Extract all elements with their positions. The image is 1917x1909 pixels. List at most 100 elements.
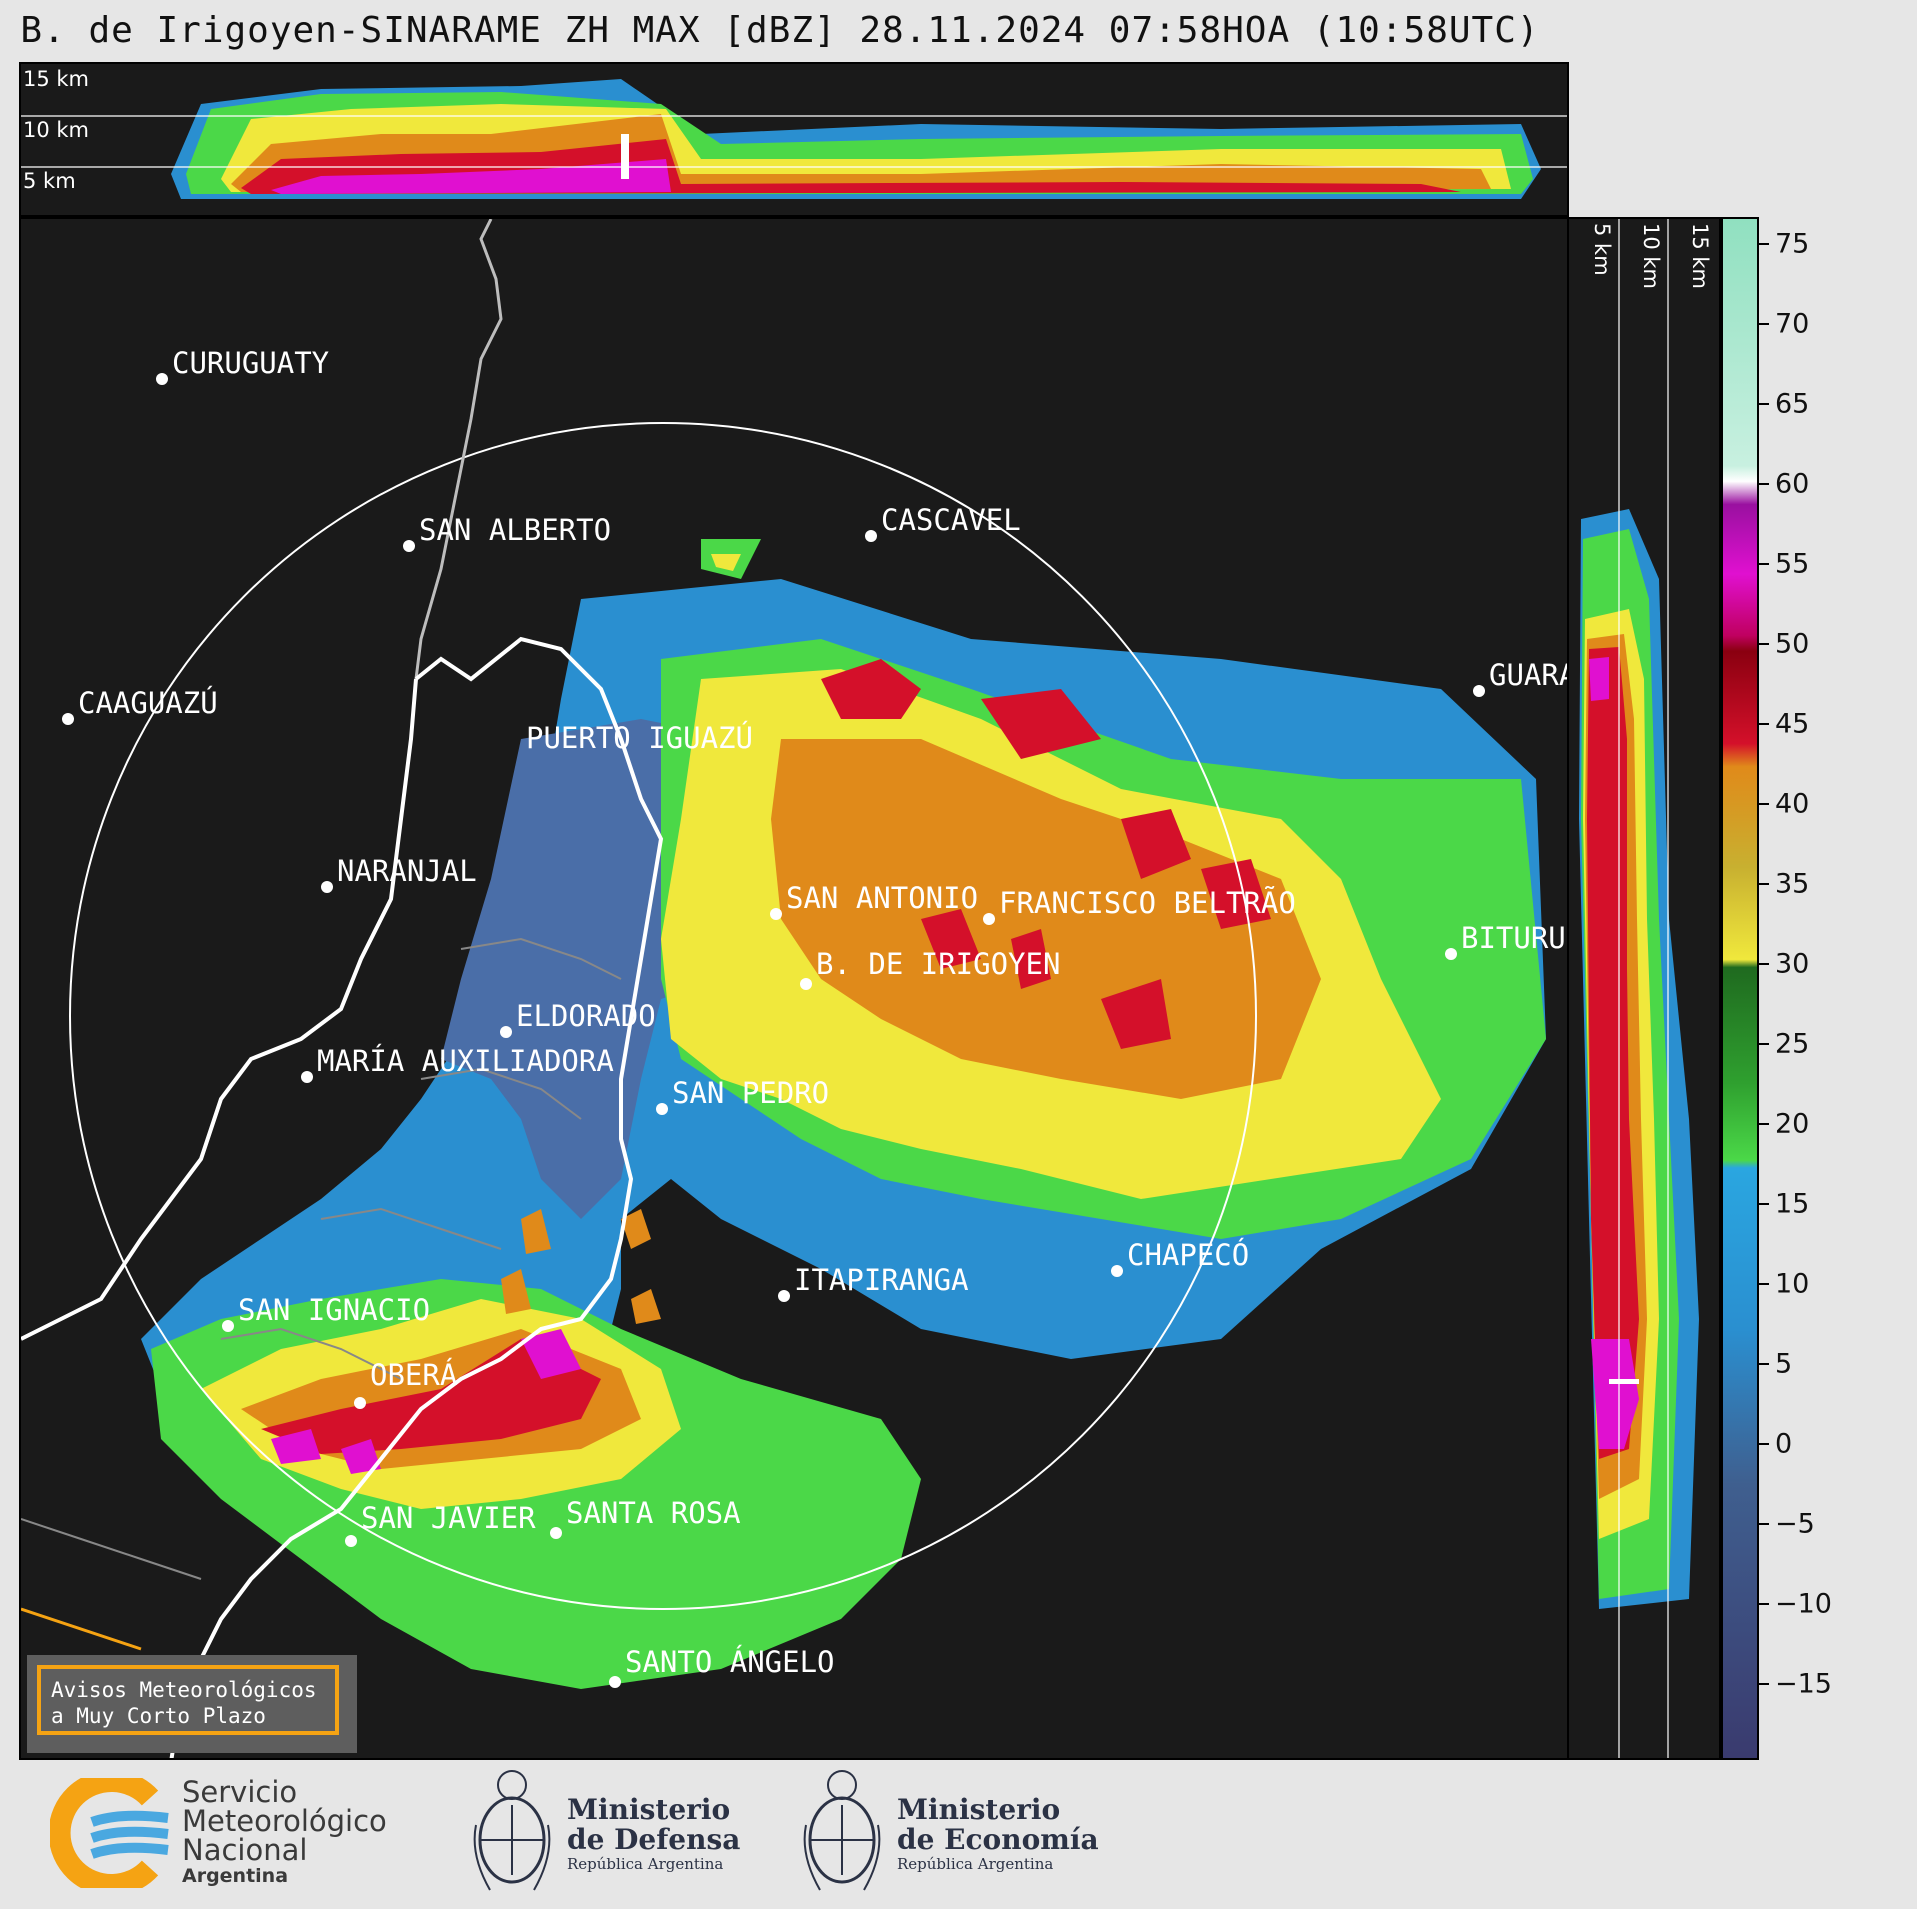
echo-misiones-cells bbox=[501, 1209, 661, 1324]
city-puerto-iguazu: PUERTO IGUAZÚ bbox=[526, 721, 753, 755]
colorbar-tick-label: 0 bbox=[1775, 1428, 1793, 1460]
colorbar-tick bbox=[1759, 1603, 1769, 1605]
city-obera: OBERÁ bbox=[370, 1358, 457, 1392]
radar-site-marker bbox=[800, 978, 812, 990]
side-alt-label-5: 5 km bbox=[1590, 223, 1614, 276]
city-santo-angelo: SANTO ÁNGELO bbox=[625, 1645, 835, 1679]
colorbar-tick bbox=[1759, 1443, 1769, 1445]
border-misiones bbox=[169, 636, 664, 1758]
defensa-line-1: Ministerio bbox=[567, 1793, 731, 1826]
side-cross-section: 5 km 10 km 15 km bbox=[1569, 217, 1721, 1760]
colorbar-tick bbox=[1759, 803, 1769, 805]
warning-box[interactable]: Avisos Meteorológicos a Muy Corto Plazo bbox=[27, 1655, 357, 1753]
city-curuguaty: CURUGUATY bbox=[172, 346, 329, 380]
colorbar-tick bbox=[1759, 1683, 1769, 1685]
echo-orange-area bbox=[771, 739, 1321, 1099]
border-misiones-west bbox=[21, 678, 418, 1341]
top-alt-label-10: 10 km bbox=[23, 118, 89, 142]
colorbar-tick bbox=[1759, 403, 1769, 405]
colorbar-tick-label: −15 bbox=[1775, 1668, 1832, 1700]
smn-line-1: Servicio bbox=[182, 1775, 298, 1809]
colorbar-tick-label: 50 bbox=[1775, 628, 1810, 660]
echo-sw-magenta bbox=[271, 1329, 581, 1474]
colorbar-tick bbox=[1759, 1043, 1769, 1045]
economia-line-3: República Argentina bbox=[897, 1855, 1054, 1873]
colorbar-tick bbox=[1759, 1523, 1769, 1525]
colorbar-tick bbox=[1759, 243, 1769, 245]
echo-sw-red bbox=[261, 1339, 601, 1454]
city-san-ignacio: SAN IGNACIO bbox=[238, 1293, 430, 1327]
city-eldorado: ELDORADO bbox=[516, 999, 656, 1033]
warning-line-2: a Muy Corto Plazo bbox=[51, 1704, 266, 1728]
economia-line-1: Ministerio bbox=[897, 1793, 1061, 1826]
city-naranjal: NARANJAL bbox=[337, 854, 477, 888]
range-ring bbox=[69, 422, 1257, 1610]
colorbar-tick-label: 25 bbox=[1775, 1028, 1810, 1060]
city-maria-auxiliadora: MARÍA AUXILIADORA bbox=[317, 1044, 614, 1078]
side-alt-label-10: 10 km bbox=[1639, 223, 1663, 289]
warning-line-1: Avisos Meteorológicos bbox=[51, 1678, 317, 1702]
city-san-pedro: SAN PEDRO bbox=[672, 1076, 829, 1110]
colorbar-tick-label: 30 bbox=[1775, 948, 1810, 980]
colorbar-tick bbox=[1759, 323, 1769, 325]
city-san-alberto: SAN ALBERTO bbox=[419, 513, 611, 547]
colorbar-tick-label: 75 bbox=[1775, 228, 1810, 260]
colorbar-tick-label: −5 bbox=[1775, 1508, 1815, 1540]
side-alt-label-15: 15 km bbox=[1688, 223, 1712, 289]
colorbar-tick-label: 70 bbox=[1775, 308, 1810, 340]
radar-map: CURUGUATY SAN ALBERTO CAAGUAZÚ CASCAVEL … bbox=[19, 217, 1569, 1760]
city-b-de-irigoyen: B. DE IRIGOYEN bbox=[816, 947, 1060, 981]
city-itapiranga: ITAPIRANGA bbox=[794, 1263, 969, 1297]
city-san-antonio: SAN ANTONIO bbox=[786, 881, 978, 915]
colorbar-tick bbox=[1759, 1283, 1769, 1285]
argentina-coat-of-arms-icon-2 bbox=[803, 1770, 881, 1891]
colorbar-tick bbox=[1759, 1363, 1769, 1365]
smn-line-3: Nacional bbox=[182, 1833, 308, 1867]
smn-line-4: Argentina bbox=[182, 1865, 289, 1887]
city-markers: CURUGUATY SAN ALBERTO CAAGUAZÚ CASCAVEL … bbox=[62, 346, 1569, 1688]
smn-logo-icon bbox=[50, 1778, 169, 1888]
colorbar-tick-label: 10 bbox=[1775, 1268, 1810, 1300]
colorbar-tick-label: 5 bbox=[1775, 1348, 1793, 1380]
colorbar-tick bbox=[1759, 563, 1769, 565]
argentina-coat-of-arms-icon bbox=[473, 1770, 551, 1891]
colorbar-tick bbox=[1759, 483, 1769, 485]
city-guara: GUARA bbox=[1489, 658, 1569, 692]
colorbar-tick-label: 55 bbox=[1775, 548, 1810, 580]
colorbar-tick-label: 65 bbox=[1775, 388, 1810, 420]
top-cross-section: 15 km 10 km 5 km bbox=[19, 62, 1569, 217]
colorbar-tick-label: −10 bbox=[1775, 1588, 1832, 1620]
echo-red-cells bbox=[821, 659, 1271, 1049]
colorbar-tick bbox=[1759, 1203, 1769, 1205]
colorbar-tick-label: 40 bbox=[1775, 788, 1810, 820]
colorbar-tick-label: 45 bbox=[1775, 708, 1810, 740]
smn-line-2: Meteorológico bbox=[182, 1804, 387, 1838]
city-san-javier: SAN JAVIER bbox=[361, 1501, 536, 1535]
colorbar-tick-label: 35 bbox=[1775, 868, 1810, 900]
top-alt-label-15: 15 km bbox=[23, 67, 89, 91]
defensa-line-2: de Defensa bbox=[567, 1823, 741, 1856]
boundary-orange bbox=[21, 1607, 142, 1651]
colorbar-tick bbox=[1759, 1123, 1769, 1125]
colorbar-tick bbox=[1759, 723, 1769, 725]
city-francisco-beltrao: FRANCISCO BELTRÃO bbox=[999, 886, 1296, 920]
city-caaguazu: CAAGUAZÚ bbox=[78, 686, 218, 720]
city-santa-rosa: SANTA ROSA bbox=[566, 1496, 741, 1530]
colorbar-tick-labels: 75 70 65 60 55 50 45 40 35 30 25 20 15 10 5 0 −5 −10 −15 bbox=[1759, 217, 1879, 1760]
chart-title: B. de Irigoyen-SINARAME ZH MAX [dBZ] 28.… bbox=[20, 10, 1540, 51]
colorbar-tick bbox=[1759, 643, 1769, 645]
border-paraguay bbox=[414, 219, 503, 680]
colorbar bbox=[1721, 217, 1759, 1760]
colorbar-tick-label: 15 bbox=[1775, 1188, 1810, 1220]
colorbar-tick bbox=[1759, 963, 1769, 965]
defensa-line-3: República Argentina bbox=[567, 1855, 724, 1873]
city-bituru: BITURU bbox=[1461, 921, 1566, 955]
city-cascavel: CASCAVEL bbox=[881, 503, 1021, 537]
footer-logos: Servicio Meteorológico Nacional Argentin… bbox=[0, 1760, 1917, 1909]
colorbar-tick-label: 20 bbox=[1775, 1108, 1810, 1140]
department-lines bbox=[21, 937, 622, 1580]
economia-line-2: de Economía bbox=[897, 1823, 1099, 1856]
city-chapeco: CHAPECÓ bbox=[1127, 1238, 1249, 1272]
colorbar-tick bbox=[1759, 883, 1769, 885]
colorbar-tick-label: 60 bbox=[1775, 468, 1810, 500]
